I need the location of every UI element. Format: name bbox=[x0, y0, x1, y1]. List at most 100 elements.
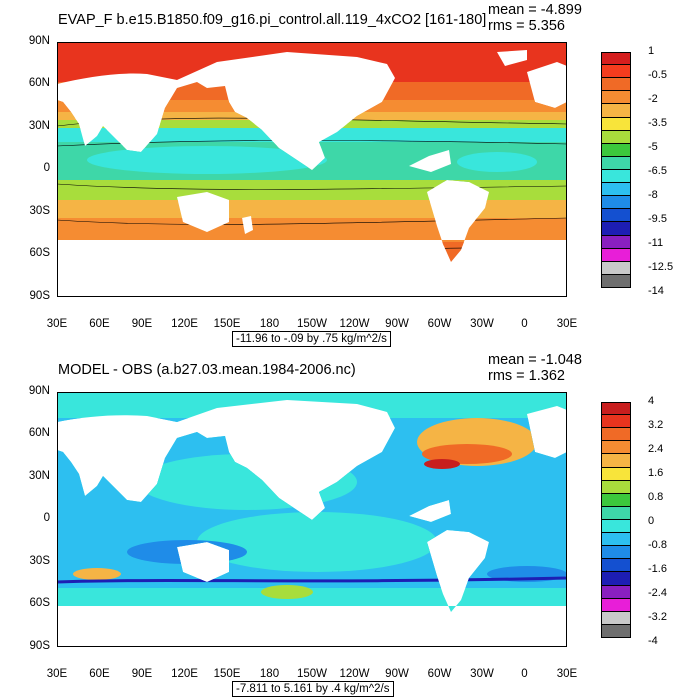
lat-label: 30S bbox=[29, 205, 50, 217]
legend-swatch bbox=[601, 428, 631, 442]
lon-label: 90W bbox=[385, 668, 409, 680]
mean-label: mean = -1.048 bbox=[488, 352, 582, 368]
legend-label: -0.8 bbox=[648, 539, 667, 551]
lon-label: 150W bbox=[296, 668, 328, 680]
legend-swatch bbox=[601, 546, 631, 560]
legend-label: 3.2 bbox=[648, 419, 664, 431]
lat-label: 90S bbox=[29, 290, 50, 302]
lon-label: 150E bbox=[213, 318, 241, 330]
lon-label: 150W bbox=[296, 318, 328, 330]
legend-swatch bbox=[601, 467, 631, 481]
legend-swatch bbox=[601, 585, 631, 599]
lon-label: 150E bbox=[213, 668, 241, 680]
lon-label: 30E bbox=[556, 318, 578, 330]
legend-swatch bbox=[601, 78, 631, 92]
lat-label: 30N bbox=[28, 470, 50, 482]
legend-label: -1.6 bbox=[648, 563, 667, 575]
legend-frame bbox=[601, 52, 631, 288]
lon-label: 60W bbox=[427, 668, 452, 680]
legend-swatch bbox=[601, 520, 631, 534]
legend-label: 2.4 bbox=[648, 443, 664, 455]
legend-swatch bbox=[601, 183, 631, 197]
legend-label: -14 bbox=[648, 285, 664, 297]
legend-swatch bbox=[601, 170, 631, 184]
rms-label: rms = 1.362 bbox=[488, 368, 565, 384]
lon-label: 180 bbox=[259, 668, 280, 680]
legend-swatch bbox=[601, 493, 631, 507]
lon-label: 120E bbox=[171, 318, 198, 330]
legend-swatch bbox=[601, 156, 631, 170]
lon-label: 90W bbox=[385, 318, 409, 330]
lat-label: 30S bbox=[29, 555, 50, 567]
legend-label: -8 bbox=[648, 189, 658, 201]
contour-range-caption: -11.96 to -.09 by .75 kg/m^2/s bbox=[232, 331, 391, 347]
legend-swatch bbox=[601, 480, 631, 494]
lon-label: 60E bbox=[89, 318, 110, 330]
legend-label: 0.8 bbox=[648, 491, 664, 503]
lon-label: 90E bbox=[131, 668, 153, 680]
legend-label: -11 bbox=[648, 237, 664, 249]
legend-label: -2 bbox=[648, 93, 658, 105]
legend-swatch bbox=[601, 248, 631, 262]
lon-label: 0 bbox=[521, 318, 528, 330]
lon-label: 180 bbox=[259, 318, 280, 330]
legend-label: -12.5 bbox=[648, 261, 674, 273]
legend-swatch bbox=[601, 454, 631, 468]
legend-label: -3.2 bbox=[648, 611, 667, 623]
lon-label: 0 bbox=[521, 668, 528, 680]
legend-swatch bbox=[601, 559, 631, 573]
legend-label: -3.5 bbox=[648, 117, 667, 129]
legend-swatch bbox=[601, 196, 631, 210]
lon-label: 60W bbox=[427, 318, 452, 330]
legend-swatch bbox=[601, 441, 631, 455]
legend-swatch bbox=[601, 130, 631, 144]
legend-swatch bbox=[601, 598, 631, 612]
legend-label: -2.4 bbox=[648, 587, 667, 599]
lat-label: 0 bbox=[43, 162, 50, 174]
lon-label: 30E bbox=[556, 668, 578, 680]
legend-swatch bbox=[601, 91, 631, 105]
legend-swatch bbox=[601, 117, 631, 131]
legend-label: 1.6 bbox=[648, 467, 664, 479]
legend-swatch bbox=[601, 402, 631, 416]
legend-swatch bbox=[601, 209, 631, 223]
legend-swatch bbox=[601, 143, 631, 157]
lat-label: 30N bbox=[28, 120, 50, 132]
legend-swatch bbox=[601, 415, 631, 429]
model-obs-map bbox=[57, 392, 567, 647]
lon-label: 30E bbox=[46, 668, 68, 680]
lat-label: 90S bbox=[29, 640, 50, 652]
legend-label: 0 bbox=[648, 515, 655, 527]
model-obs-panel: MODEL - OBS (a.b27.03.mean.1984-2006.nc)… bbox=[0, 350, 700, 700]
legend-label: 4 bbox=[648, 395, 655, 407]
panel-title: MODEL - OBS (a.b27.03.mean.1984-2006.nc) bbox=[58, 362, 356, 378]
legend-swatch bbox=[601, 104, 631, 118]
lat-label: 90N bbox=[28, 35, 50, 47]
lon-label: 90E bbox=[131, 318, 153, 330]
legend-frame bbox=[601, 402, 631, 638]
lat-label: 60S bbox=[29, 597, 50, 609]
legend-label: -0.5 bbox=[648, 69, 667, 81]
legend-swatch bbox=[601, 261, 631, 275]
legend-label: -4 bbox=[648, 635, 658, 647]
color-legend bbox=[601, 402, 631, 638]
legend-label: -9.5 bbox=[648, 213, 667, 225]
lon-label: 60E bbox=[89, 668, 110, 680]
lon-label: 30W bbox=[470, 668, 494, 680]
lat-label: 60S bbox=[29, 247, 50, 259]
panel-title: EVAP_F b.e15.B1850.f09_g16.pi_control.al… bbox=[58, 12, 487, 28]
lat-label: 60N bbox=[28, 77, 50, 89]
legend-label: 1 bbox=[648, 45, 655, 57]
lon-label: 120E bbox=[171, 668, 198, 680]
legend-swatch bbox=[601, 222, 631, 236]
legend-swatch bbox=[601, 533, 631, 547]
lat-label: 60N bbox=[28, 427, 50, 439]
legend-swatch bbox=[601, 65, 631, 79]
legend-swatch bbox=[601, 572, 631, 586]
lon-label: 120W bbox=[339, 668, 370, 680]
evap-map bbox=[57, 42, 567, 297]
legend-label: -6.5 bbox=[648, 165, 667, 177]
legend-swatch bbox=[601, 506, 631, 520]
contour-range-caption: -7.811 to 5.161 by .4 kg/m^2/s bbox=[232, 681, 394, 697]
rms-label: rms = 5.356 bbox=[488, 18, 565, 34]
